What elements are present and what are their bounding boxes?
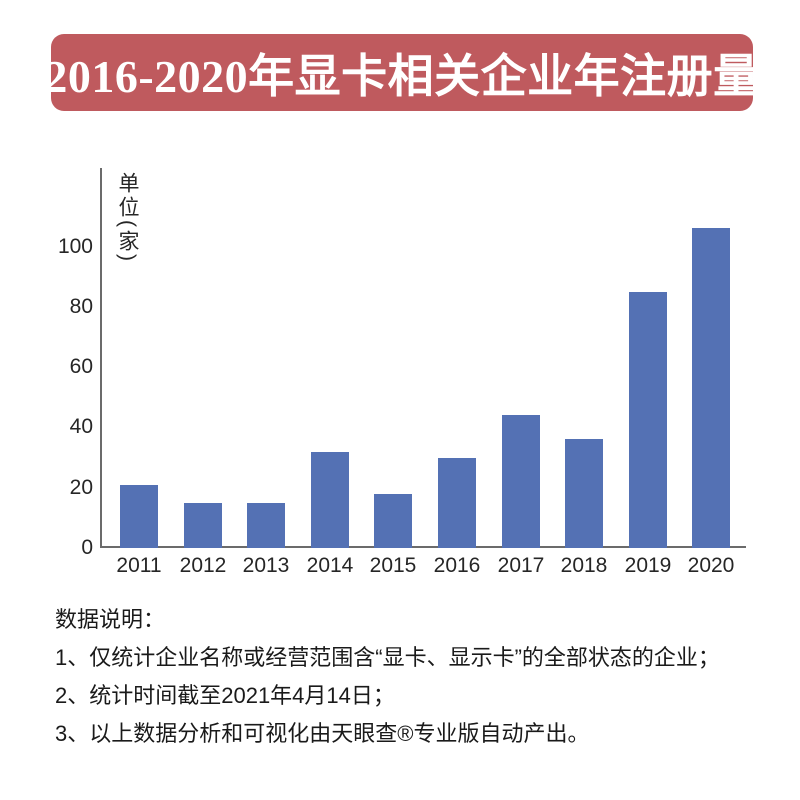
x-tick-label: 2019 [624, 554, 672, 577]
chart-title: 2016-2020年显卡相关企业年注册量 [44, 50, 760, 102]
y-tick-label: 60 [69, 355, 93, 379]
bar-2020 [692, 228, 730, 548]
y-axis [100, 168, 102, 548]
y-tick-label: 100 [57, 234, 93, 258]
bar-2014 [311, 452, 349, 548]
bar-2015 [374, 494, 412, 548]
bar-2012 [184, 503, 222, 548]
x-tick-label: 2020 [687, 554, 735, 577]
x-tick-label: 2013 [242, 554, 290, 577]
y-tick-label: 40 [69, 415, 93, 439]
bar-2017 [502, 415, 540, 548]
x-tick-label: 2017 [497, 554, 545, 577]
notes-heading: 数据说明： [55, 607, 166, 632]
x-tick-label: 2015 [369, 554, 417, 577]
x-tick-label: 2016 [433, 554, 481, 577]
title-banner: 2016-2020年显卡相关企业年注册量 [44, 34, 759, 111]
bar-chart: 单位(家) 0 20 40 60 80 100 2011 2012 2013 2014 2015 2… [57, 168, 746, 577]
x-tick-label: 2014 [306, 554, 354, 577]
note-item-3: 3、以上数据分析和可视化由天眼查®专业版自动产出。 [55, 721, 590, 746]
note-item-2: 2、统计时间截至2021年4月14日； [55, 683, 395, 708]
data-notes: 数据说明： 1、仅统计企业名称或经营范围含“显卡、显示卡”的全部状态的企业； 2… [55, 601, 765, 753]
x-tick-label: 2011 [116, 554, 162, 577]
x-axis [100, 546, 746, 548]
y-axis-unit-label: 单位(家) [116, 172, 139, 264]
y-tick-label: 80 [69, 294, 93, 318]
bar-2013 [247, 503, 285, 548]
bar-2019 [629, 292, 667, 548]
y-tick-label: 20 [69, 475, 93, 499]
x-tick-label: 2018 [560, 554, 608, 577]
note-item-1: 1、仅统计企业名称或经营范围含“显卡、显示卡”的全部状态的企业； [55, 645, 720, 670]
bar-2016 [438, 458, 476, 548]
y-tick-label: 0 [81, 536, 93, 559]
x-tick-label: 2012 [179, 554, 227, 577]
bar-2018 [565, 439, 603, 548]
bar-2011 [120, 485, 158, 548]
